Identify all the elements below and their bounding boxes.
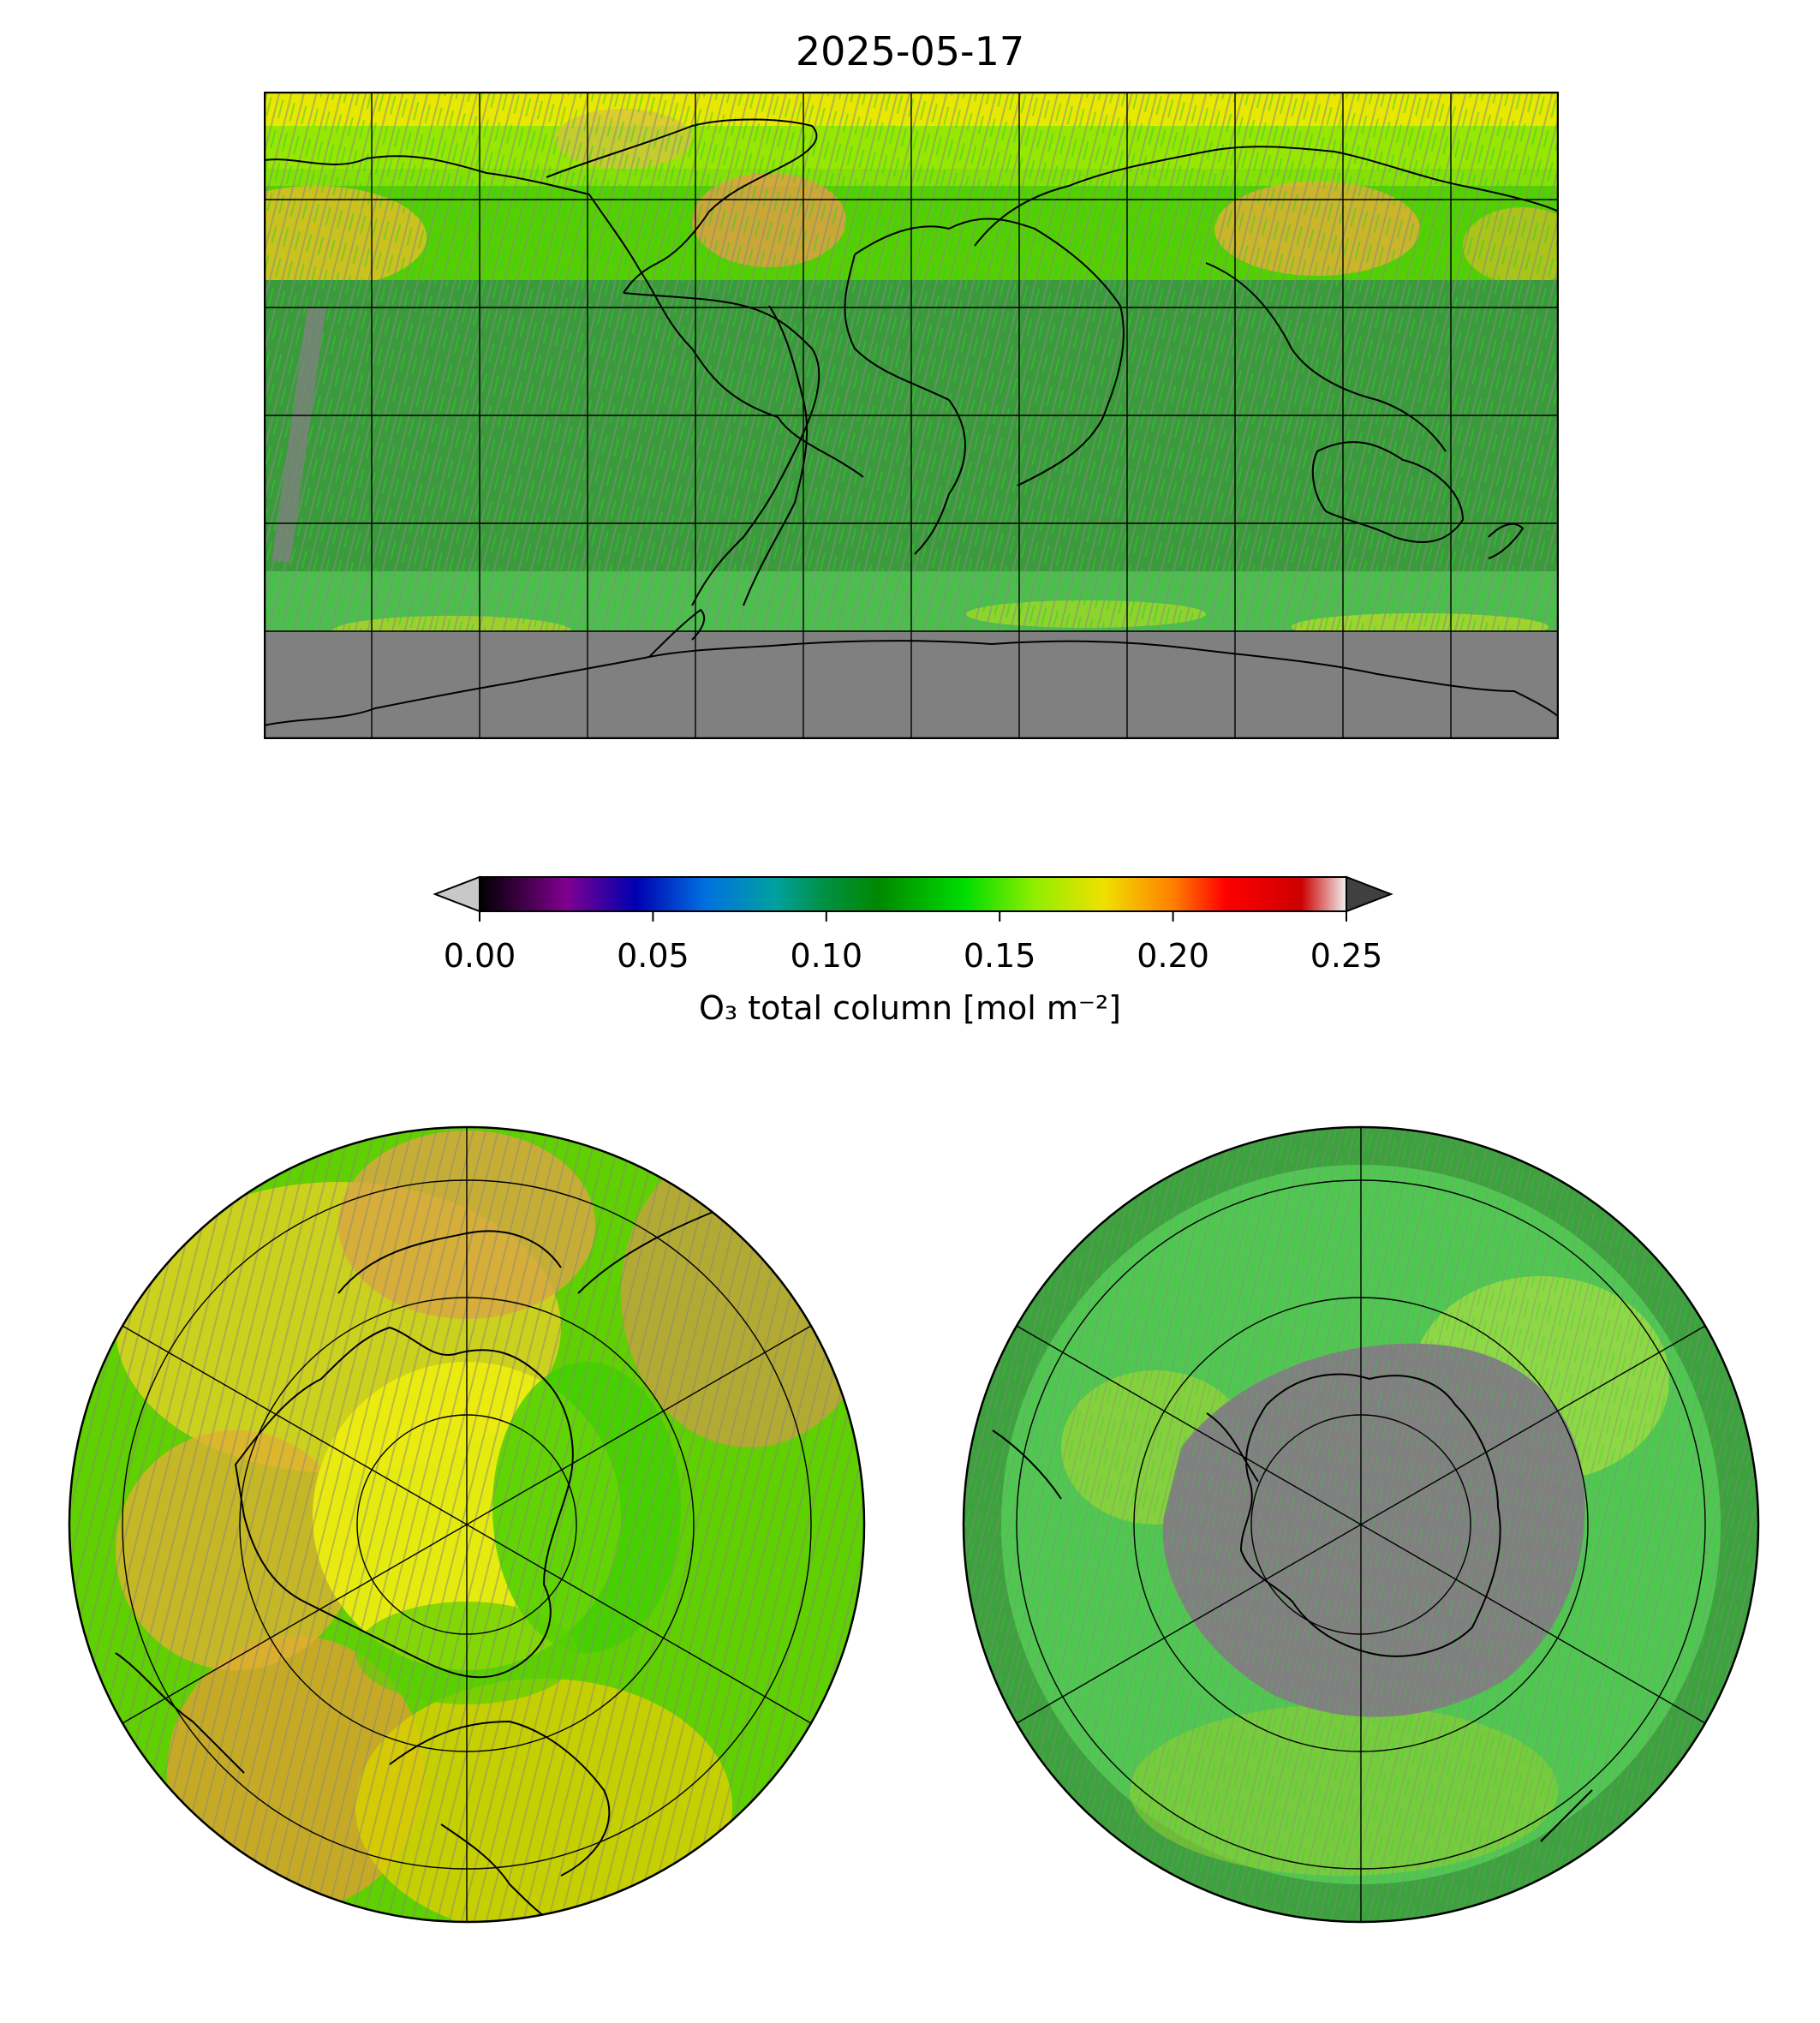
colorbar-tick-label-1: 0.05 — [617, 937, 689, 975]
south-coastlines — [992, 1373, 1593, 1842]
south-map-frame — [962, 1125, 1760, 1924]
south-polar-map — [962, 1125, 1760, 1924]
colorbar-label: O₃ total column [mol m⁻²] — [698, 989, 1122, 1027]
colorbar-tickmarks — [479, 911, 1347, 922]
figure-title: 2025-05-17 — [795, 28, 1025, 75]
north-gridlines — [122, 1127, 812, 1922]
colorbar-tick-label-3: 0.15 — [963, 937, 1036, 975]
global-map — [264, 92, 1559, 739]
north-polar-map — [68, 1125, 866, 1924]
colorbar-tick-label-0: 0.00 — [443, 937, 516, 975]
north-map-frame — [68, 1125, 866, 1924]
colorbar-under-extend — [433, 875, 480, 913]
colorbar-gradient — [479, 876, 1347, 912]
colorbar-over-extend — [1346, 875, 1393, 913]
colorbar — [433, 875, 1393, 922]
south-ozone-field — [964, 1127, 1758, 1922]
colorbar-tick-label-4: 0.20 — [1137, 937, 1209, 975]
colorbar-tick-label-5: 0.25 — [1310, 937, 1383, 975]
colorbar-tick-label-2: 0.10 — [790, 937, 863, 975]
global-coastlines — [264, 118, 1559, 726]
south-gridlines — [1016, 1127, 1706, 1922]
global-map-frame — [264, 92, 1559, 739]
global-gridlines — [264, 92, 1559, 739]
